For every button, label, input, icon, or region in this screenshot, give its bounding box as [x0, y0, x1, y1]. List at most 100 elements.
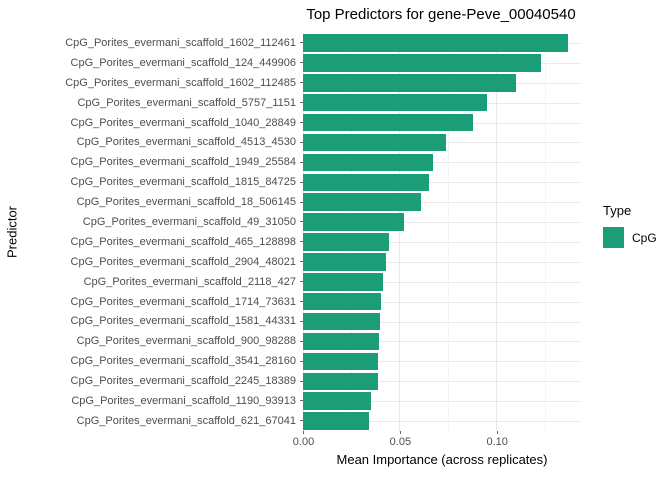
- y-axis-label: CpG_Porites_evermani_scaffold_2904_48021: [0, 252, 303, 272]
- y-axis-label-text: CpG_Porites_evermani_scaffold_2904_48021: [70, 255, 296, 268]
- gridline-vertical-major: [496, 33, 498, 431]
- y-axis-label-text: CpG_Porites_evermani_scaffold_2245_18389: [70, 375, 296, 388]
- y-axis-label: CpG_Porites_evermani_scaffold_1602_11248…: [0, 73, 303, 93]
- gridline-vertical-major: [399, 33, 401, 431]
- bar: [303, 372, 379, 390]
- y-axis-label-text: CpG_Porites_evermani_scaffold_621_67041: [76, 414, 296, 427]
- y-axis-tick: [300, 301, 303, 303]
- y-axis-label: CpG_Porites_evermani_scaffold_2245_18389: [0, 371, 303, 391]
- bar: [303, 193, 422, 211]
- y-axis-tick: [300, 400, 303, 402]
- bar: [303, 213, 404, 231]
- gridline-horizontal: [303, 261, 581, 263]
- y-axis-tick: [300, 122, 303, 123]
- x-axis-tick: [496, 431, 498, 434]
- bar: [303, 34, 569, 52]
- legend-title: Type: [603, 203, 632, 218]
- bar: [303, 312, 381, 331]
- y-axis-label-text: CpG_Porites_evermani_scaffold_3541_28160: [70, 355, 296, 368]
- gridline-horizontal: [303, 321, 581, 323]
- y-axis-tick: [300, 62, 303, 64]
- y-axis-label-text: CpG_Porites_evermani_scaffold_465_128898: [70, 235, 296, 248]
- gridline-vertical-major: [302, 33, 304, 431]
- y-axis-label-text: CpG_Porites_evermani_scaffold_49_31050: [82, 215, 296, 228]
- y-axis-label: CpG_Porites_evermani_scaffold_1815_84725: [0, 172, 303, 192]
- bar: [303, 173, 429, 191]
- gridline-horizontal: [303, 202, 581, 204]
- gridline-horizontal: [303, 281, 581, 283]
- x-axis-tick-label: 0.05: [389, 436, 412, 448]
- gridline-horizontal: [303, 182, 581, 184]
- bar: [303, 352, 379, 371]
- bar: [303, 153, 433, 172]
- y-axis-label: CpG_Porites_evermani_scaffold_4513_4530: [0, 132, 303, 152]
- y-axis-tick: [300, 420, 303, 422]
- y-axis-label-text: CpG_Porites_evermani_scaffold_1040_28849: [70, 116, 296, 129]
- y-axis-label: CpG_Porites_evermani_scaffold_1602_11246…: [0, 33, 303, 53]
- y-axis-label-text: CpG_Porites_evermani_scaffold_1949_25584: [70, 156, 296, 169]
- plot-panel: [302, 33, 581, 431]
- gridline-horizontal: [303, 401, 581, 403]
- y-axis-tick: [300, 320, 303, 322]
- gridline-horizontal: [303, 241, 581, 243]
- bar: [303, 392, 371, 410]
- y-axis-label-text: CpG_Porites_evermani_scaffold_4513_4530: [76, 136, 296, 149]
- legend: Type CpG: [603, 203, 657, 248]
- bar: [303, 93, 488, 112]
- bar: [303, 253, 387, 271]
- gridline-horizontal: [303, 381, 581, 383]
- y-axis-label-text: CpG_Porites_evermani_scaffold_2118_427: [83, 275, 296, 288]
- y-axis-tick: [300, 82, 303, 84]
- bar: [303, 332, 379, 351]
- y-axis-label-text: CpG_Porites_evermani_scaffold_18_506145: [76, 196, 296, 209]
- y-axis-label: CpG_Porites_evermani_scaffold_2118_427: [0, 272, 303, 292]
- x-axis-tick: [303, 431, 304, 434]
- bar: [303, 292, 382, 311]
- gridline-horizontal: [303, 421, 581, 423]
- legend-swatch-cpg-icon: [603, 227, 624, 248]
- y-axis-label: CpG_Porites_evermani_scaffold_49_31050: [0, 212, 303, 232]
- y-axis-label-text: CpG_Porites_evermani_scaffold_1602_11246…: [65, 36, 296, 49]
- gridline-vertical-minor: [350, 33, 352, 431]
- bar: [303, 74, 517, 92]
- gridline-horizontal: [303, 162, 581, 164]
- legend-item-label: CpG: [632, 230, 657, 245]
- y-axis-label-text: CpG_Porites_evermani_scaffold_124_449906: [70, 56, 296, 69]
- y-axis-tick: [300, 360, 303, 362]
- y-axis-label: CpG_Porites_evermani_scaffold_465_128898: [0, 232, 303, 252]
- y-axis-tick: [300, 340, 303, 342]
- bar: [303, 233, 390, 251]
- y-axis-label-text: CpG_Porites_evermani_scaffold_1602_11248…: [65, 76, 296, 89]
- y-axis-tick: [300, 221, 303, 223]
- y-axis-label-text: CpG_Porites_evermani_scaffold_1815_84725: [70, 176, 296, 189]
- gridline-vertical-minor: [447, 33, 449, 431]
- bar: [303, 54, 542, 72]
- y-axis-tick: [300, 141, 303, 143]
- y-axis-tick: [300, 42, 303, 44]
- y-axis-tick: [300, 102, 303, 104]
- y-axis-label: CpG_Porites_evermani_scaffold_3541_28160: [0, 351, 303, 371]
- y-axis-label-text: CpG_Porites_evermani_scaffold_1714_73631: [70, 295, 296, 308]
- x-axis-title: Mean Importance (across replicates): [336, 452, 548, 467]
- y-axis-label: CpG_Porites_evermani_scaffold_1949_25584: [0, 152, 303, 172]
- y-axis-tick: [300, 181, 303, 183]
- y-axis-label: CpG_Porites_evermani_scaffold_124_449906: [0, 53, 303, 73]
- y-axis-tick: [300, 380, 303, 382]
- gridline-horizontal: [303, 222, 581, 224]
- y-axis-label: CpG_Porites_evermani_scaffold_18_506145: [0, 192, 303, 212]
- gridline-horizontal: [303, 301, 581, 303]
- chart-title: Top Predictors for gene-Peve_00040540: [306, 6, 576, 23]
- y-axis-labels: CpG_Porites_evermani_scaffold_1602_11246…: [0, 33, 303, 431]
- y-axis-label-text: CpG_Porites_evermani_scaffold_1190_93913: [71, 394, 296, 407]
- bar: [303, 412, 370, 430]
- gridline-horizontal: [303, 341, 581, 343]
- x-axis-tick-label: 0.00: [292, 436, 315, 448]
- y-axis-label: CpG_Porites_evermani_scaffold_900_98288: [0, 331, 303, 351]
- y-axis-tick: [300, 161, 303, 163]
- y-axis-label-text: CpG_Porites_evermani_scaffold_5757_1151: [77, 96, 296, 109]
- y-axis-label-text: CpG_Porites_evermani_scaffold_900_98288: [76, 335, 296, 348]
- bar: [303, 273, 384, 291]
- y-axis-label: CpG_Porites_evermani_scaffold_1581_44331: [0, 311, 303, 331]
- y-axis-label: CpG_Porites_evermani_scaffold_5757_1151: [0, 93, 303, 113]
